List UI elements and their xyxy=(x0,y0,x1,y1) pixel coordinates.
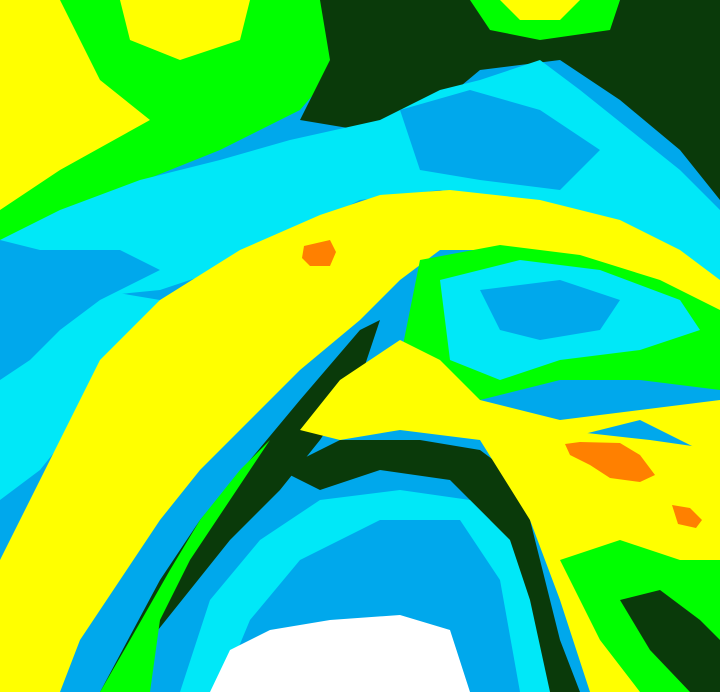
top-yellow-patch xyxy=(120,0,250,60)
top-dark-green-band xyxy=(300,0,720,200)
lower-dark-green-band xyxy=(280,440,580,692)
top-green-region xyxy=(0,0,360,240)
orange-spot-upper xyxy=(302,240,336,266)
orange-spot-right xyxy=(565,442,655,482)
right-center-blue xyxy=(480,280,620,340)
top-right-yellow xyxy=(500,0,580,20)
orange-spot-far-right xyxy=(672,505,702,528)
blue-upper-patch xyxy=(400,90,600,190)
bottom-white-region xyxy=(210,615,470,692)
left-blue-region xyxy=(0,240,160,380)
inner-green-fringe xyxy=(100,440,270,692)
bottom-right-dark-patches xyxy=(620,590,720,692)
middle-yellow-ridge xyxy=(300,340,720,460)
yellow-crescent-band xyxy=(0,190,720,692)
